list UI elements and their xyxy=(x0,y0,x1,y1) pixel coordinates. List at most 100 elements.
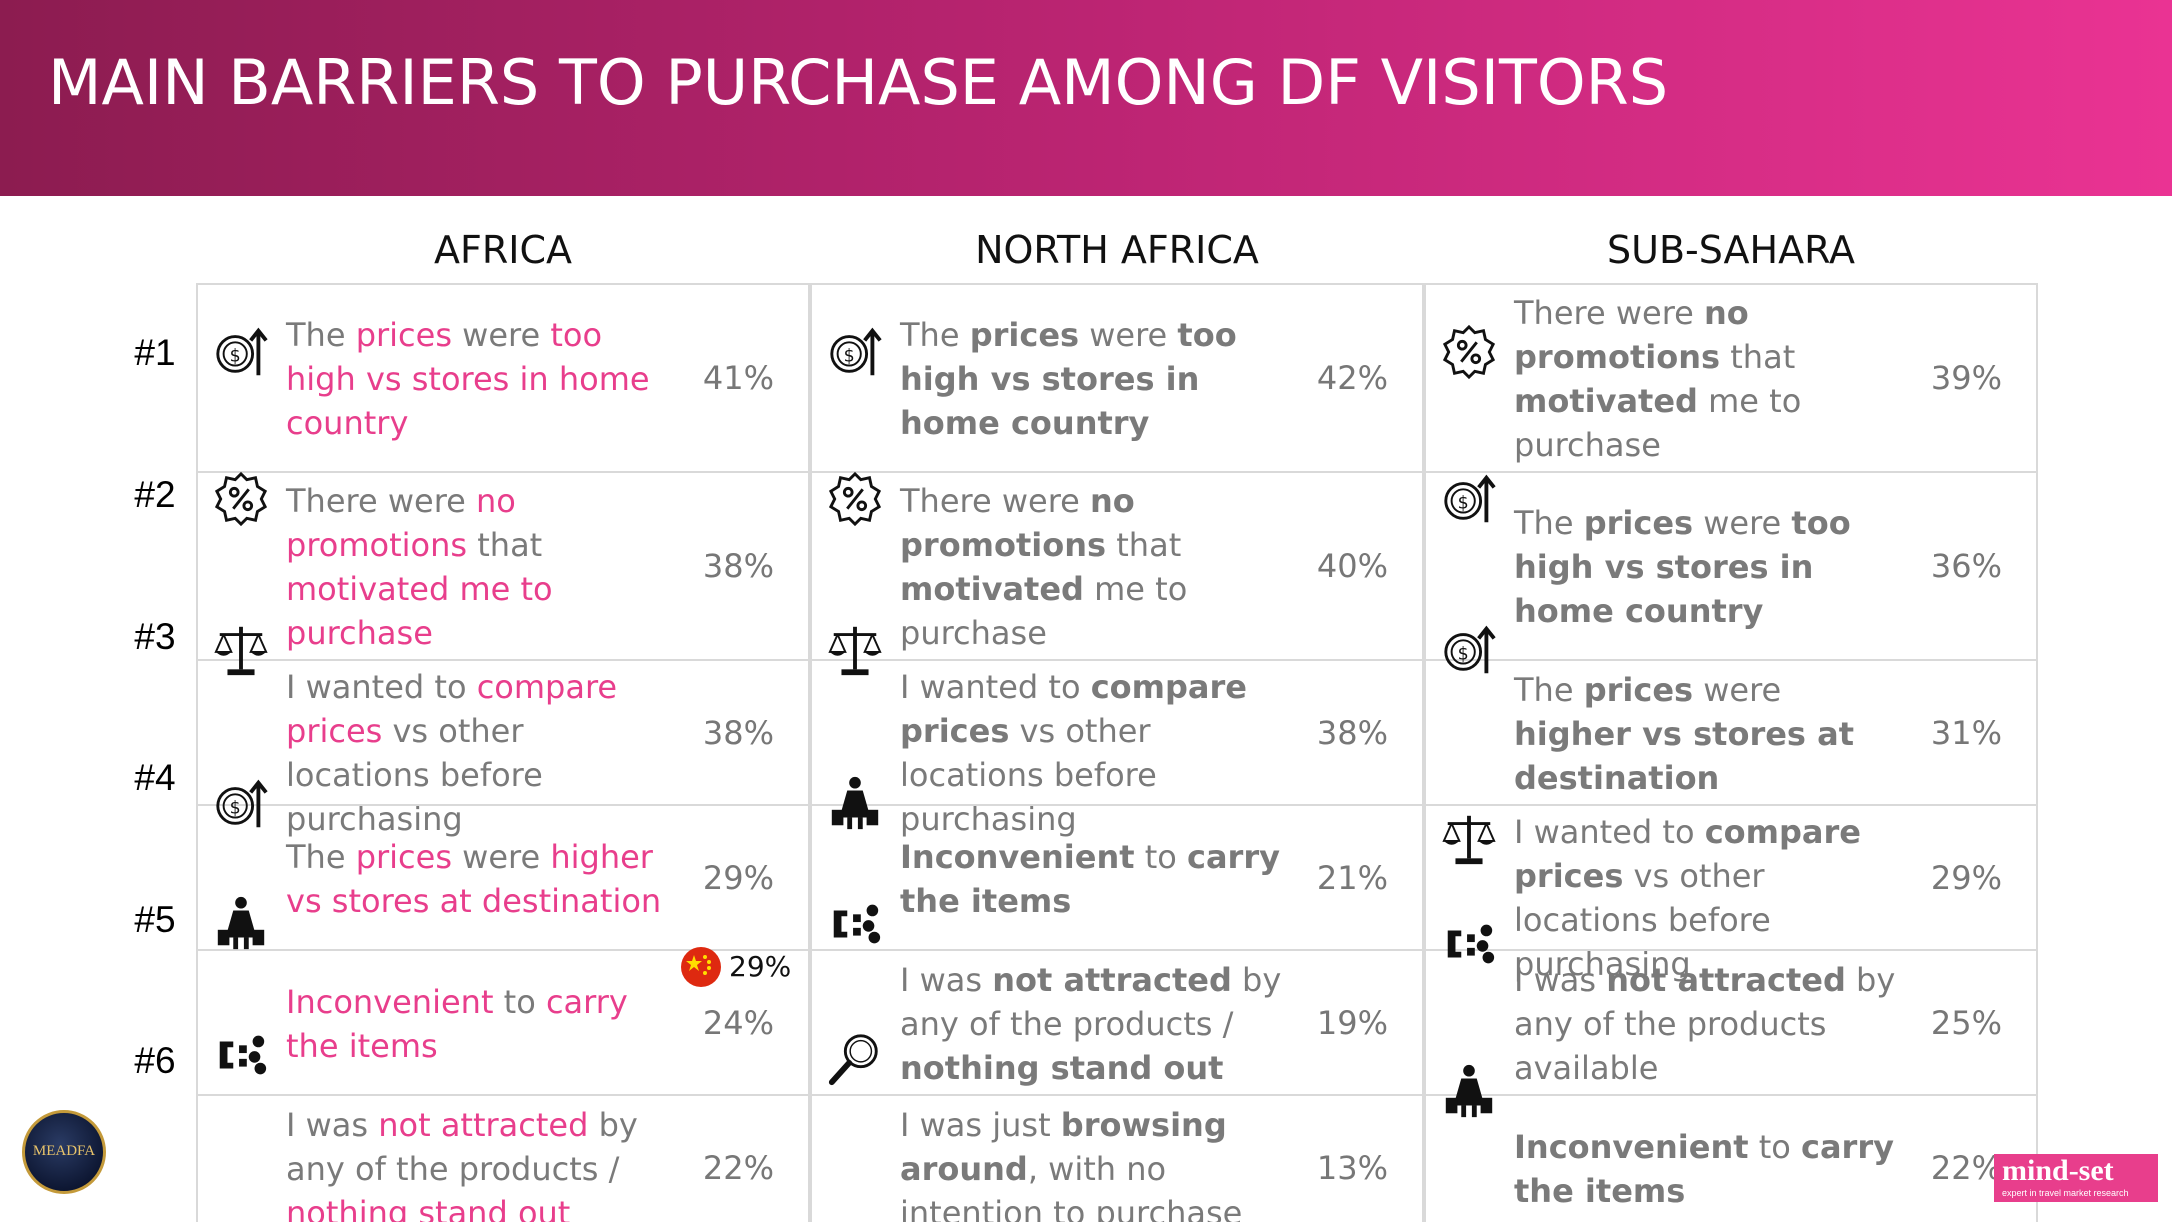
price-up-icon: $ xyxy=(1440,470,1498,528)
barrier-text-segment: vs other locations before purchasing xyxy=(900,712,1157,838)
barrier-text-segment: There were xyxy=(1514,294,1704,332)
china-callout-value: 29% xyxy=(729,950,792,983)
barrier-cell: I was just browsing around, with no inte… xyxy=(810,1094,1424,1222)
carry-icon xyxy=(826,775,884,833)
barrier-text-segment: prices xyxy=(355,316,452,354)
barrier-text-segment: Inconvenient xyxy=(1514,1128,1749,1166)
barrier-text-segment: were xyxy=(1079,316,1178,354)
barrier-text-segment: prices xyxy=(1583,671,1694,709)
barrier-text: The prices were too high vs stores in ho… xyxy=(286,313,671,445)
barrier-cell: The prices were too high vs stores in ho… xyxy=(1424,471,2038,659)
barrier-text-segment: browsing around xyxy=(900,1106,1227,1188)
barrier-cell: Inconvenient to carry the items 24% xyxy=(196,949,810,1094)
barrier-percentage: 38% xyxy=(702,714,774,752)
rank-label-2: #2 xyxy=(134,474,176,515)
barrier-text-segment: nothing stand out xyxy=(900,1049,1224,1087)
rank-label-5: #5 xyxy=(134,899,176,940)
barrier-text-segment: I was xyxy=(1514,961,1607,999)
barrier-cell: I wanted to compare prices vs other loca… xyxy=(196,659,810,838)
barrier-text-segment: carry the items xyxy=(900,838,1280,920)
barrier-text-segment: no promotions xyxy=(1514,294,1749,376)
barrier-cell: I was not attracted by any of the produc… xyxy=(196,1094,810,1222)
barrier-text-segment: The xyxy=(286,316,356,354)
svg-text:$: $ xyxy=(230,799,241,819)
svg-text:$: $ xyxy=(1458,494,1469,514)
barrier-percentage: 22% xyxy=(702,1149,774,1187)
barrier-text-segment: not attracted xyxy=(1606,961,1846,999)
barrier-text-segment: , with no intention to purchase xyxy=(900,1150,1243,1222)
barrier-text: Inconvenient to carry the items xyxy=(1514,1125,1899,1213)
price-up-icon: $ xyxy=(826,323,884,381)
china-flag-icon xyxy=(681,947,721,987)
barrier-text: Inconvenient to carry the items xyxy=(286,980,671,1068)
barrier-text-segment: Inconvenient xyxy=(900,838,1135,876)
barrier-text-segment: by any of the products available xyxy=(1514,961,1896,1087)
barrier-percentage: 41% xyxy=(702,359,774,397)
mind-set-logo-text: mind-set xyxy=(2002,1154,2114,1187)
barrier-text-segment: were xyxy=(452,838,551,876)
barrier-text-segment: too high vs stores in home country xyxy=(1514,504,1851,630)
barrier-cell: I was not attracted by any of the produc… xyxy=(1424,949,2038,1094)
barrier-text-segment: that xyxy=(1106,526,1182,564)
price-up-icon: $ xyxy=(1440,621,1498,679)
barrier-percentage: 38% xyxy=(1316,714,1388,752)
magnet-icon xyxy=(826,895,884,953)
barrier-text: There were no promotions that motivated … xyxy=(1514,291,1899,467)
barrier-text-segment: not attracted xyxy=(992,961,1232,999)
barrier-text-segment: higher vs stores at destination xyxy=(1514,715,1854,797)
promotion-icon xyxy=(826,470,884,528)
barrier-text-segment: prices xyxy=(355,838,452,876)
barrier-text-segment: I was just xyxy=(900,1106,1061,1144)
barrier-text-segment: were xyxy=(1693,671,1782,709)
barrier-text: I was just browsing around, with no inte… xyxy=(900,1103,1285,1222)
title-bar: MAIN BARRIERS TO PURCHASE AMONG DF VISIT… xyxy=(0,0,2172,196)
barrier-text: I was not attracted by any of the produc… xyxy=(1514,958,1899,1090)
barrier-percentage: 42% xyxy=(1316,359,1388,397)
barrier-text-segment: by any of the products / xyxy=(900,961,1282,1043)
barrier-cell: There were no promotions that motivated … xyxy=(1424,283,2038,471)
barrier-percentage: 24% xyxy=(702,1004,774,1042)
barriers-table: The prices were too high vs stores in ho… xyxy=(196,283,2038,1222)
barrier-text: There were no promotions that motivated … xyxy=(900,479,1285,655)
barrier-text-segment: carry the items xyxy=(286,983,628,1065)
mind-set-logo: mind-set expert in travel market researc… xyxy=(1994,1154,2158,1202)
barrier-cell: There were no promotions that motivated … xyxy=(196,471,810,659)
barrier-text-segment: too high vs stores in home country xyxy=(900,316,1237,442)
rank-label-1: #1 xyxy=(134,332,176,373)
barrier-text-segment: prices xyxy=(969,316,1080,354)
scale-icon xyxy=(212,621,270,679)
barrier-cell: Inconvenient to carry the items 22% xyxy=(1424,1094,2038,1222)
barrier-cell: I wanted to compare prices vs other loca… xyxy=(1424,804,2038,983)
rank-label-6: #6 xyxy=(134,1040,176,1081)
browse-icon xyxy=(826,1030,884,1088)
barrier-cell: There were no promotions that motivated … xyxy=(810,471,1424,659)
carry-icon xyxy=(212,895,270,953)
promotion-icon xyxy=(1440,323,1498,381)
column-sub-sahara: There were no promotions that motivated … xyxy=(1424,283,2038,1222)
barrier-text: I wanted to compare prices vs other loca… xyxy=(286,665,671,841)
region-header-sub-sahara: SUB-SAHARA xyxy=(1607,228,1855,272)
barrier-text-segment: I wanted to xyxy=(286,668,477,706)
barrier-cell: The prices were too high vs stores in ho… xyxy=(196,283,810,471)
mind-set-tagline: expert in travel market research xyxy=(2002,1188,2129,1198)
svg-text:$: $ xyxy=(844,347,855,367)
barrier-text-segment: were xyxy=(1693,504,1792,542)
barrier-text-segment: Inconvenient xyxy=(286,983,494,1021)
barrier-text-segment: no promotions xyxy=(900,482,1135,564)
barrier-text-segment: to xyxy=(493,983,546,1021)
barrier-percentage: 36% xyxy=(1930,547,2002,585)
region-header-africa: AFRICA xyxy=(434,228,572,272)
barrier-text: I wanted to compare prices vs other loca… xyxy=(1514,810,1899,986)
page-title: MAIN BARRIERS TO PURCHASE AMONG DF VISIT… xyxy=(48,46,1669,119)
barrier-text-segment: to xyxy=(1748,1128,1801,1166)
barrier-cell: I wanted to compare prices vs other loca… xyxy=(810,659,1424,838)
barrier-percentage: 39% xyxy=(1930,359,2002,397)
barrier-text: The prices were too high vs stores in ho… xyxy=(900,313,1285,445)
column-north-africa: The prices were too high vs stores in ho… xyxy=(810,283,1424,1222)
rank-label-3: #3 xyxy=(134,616,176,657)
barrier-text: There were no promotions that motivated … xyxy=(286,479,671,655)
barrier-text-segment: higher vs stores at destination xyxy=(286,838,662,920)
barrier-text-segment: There were xyxy=(286,482,476,520)
barrier-text-segment: that xyxy=(467,526,543,564)
scale-icon xyxy=(1440,810,1498,868)
